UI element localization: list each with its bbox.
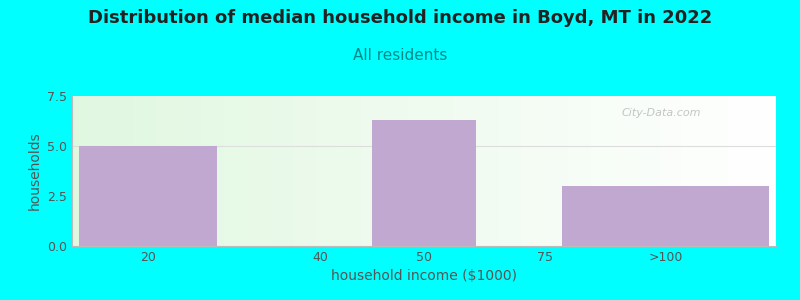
- Y-axis label: households: households: [27, 132, 42, 210]
- Bar: [372, 120, 476, 246]
- Text: City-Data.com: City-Data.com: [621, 108, 701, 118]
- X-axis label: household income ($1000): household income ($1000): [331, 269, 517, 284]
- Bar: [562, 186, 769, 246]
- Text: All residents: All residents: [353, 48, 447, 63]
- Bar: [79, 146, 217, 246]
- Text: Distribution of median household income in Boyd, MT in 2022: Distribution of median household income …: [88, 9, 712, 27]
